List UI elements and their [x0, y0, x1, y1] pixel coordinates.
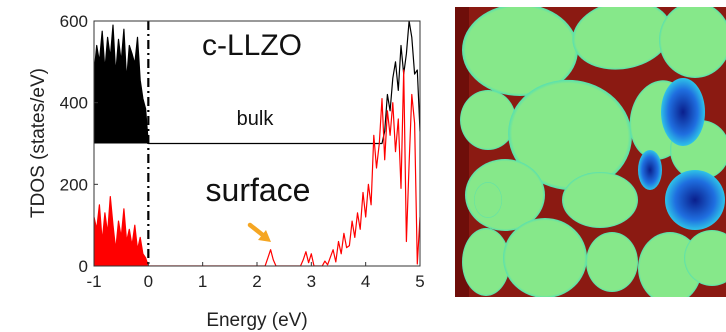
grain: [562, 172, 638, 228]
x-tick-label: 5: [415, 272, 424, 291]
grain: [503, 218, 587, 297]
y-axis: 0 200 400 600: [60, 12, 98, 276]
blue-grain: [661, 78, 705, 146]
series-fill-bulk: [94, 25, 149, 144]
grain-layer: [460, 7, 726, 297]
surface-label: surface: [206, 172, 311, 208]
y-tick-label: 200: [60, 175, 88, 194]
grain: [659, 7, 726, 78]
x-axis: -1 0 1 2 3 4 5: [86, 262, 425, 291]
grain: [462, 7, 578, 96]
bulk-label: bulk: [237, 108, 275, 130]
grain: [474, 182, 502, 218]
microstructure-image: [455, 7, 726, 297]
arrow-icon: [247, 222, 271, 242]
y-axis-title: TDOS (states/eV): [28, 68, 49, 218]
blue-grain: [638, 150, 662, 190]
grain: [462, 228, 510, 296]
series-line-surface: [94, 69, 420, 266]
x-tick-label: 0: [144, 272, 153, 291]
grain: [572, 7, 672, 70]
grain: [684, 230, 726, 286]
x-tick-label: 2: [252, 272, 261, 291]
series-fill-surface: [94, 196, 149, 266]
y-tick-label: 400: [60, 94, 88, 113]
series-layer: [94, 21, 420, 266]
y-tick-label: 0: [79, 257, 88, 276]
blue-grain: [665, 170, 725, 230]
x-tick-label: 4: [361, 272, 370, 291]
grain: [508, 79, 632, 191]
material-label: c-LLZO: [202, 29, 302, 62]
y-tick-label: 600: [60, 12, 88, 31]
grain: [586, 232, 638, 292]
x-tick-label: 1: [198, 272, 207, 291]
x-axis-title: Energy (eV): [206, 310, 307, 331]
x-tick-label: -1: [86, 272, 101, 291]
x-tick-label: 3: [307, 272, 316, 291]
grain: [460, 90, 516, 150]
